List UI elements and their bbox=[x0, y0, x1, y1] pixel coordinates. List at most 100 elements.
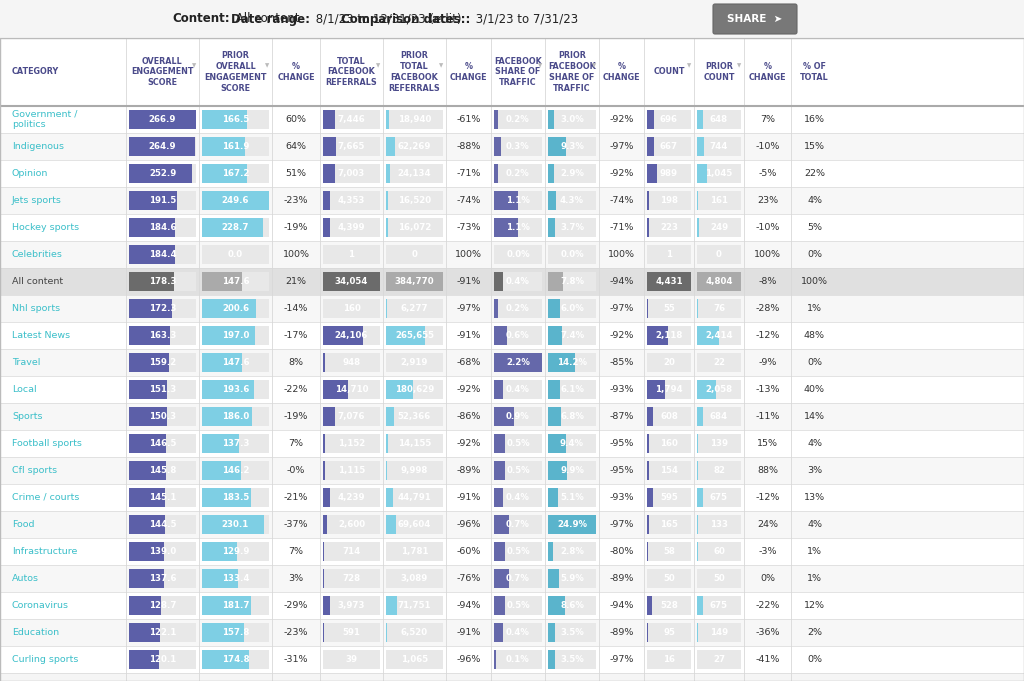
Text: -91%: -91% bbox=[457, 331, 480, 340]
Bar bbox=[386, 407, 443, 426]
Text: 264.9: 264.9 bbox=[148, 142, 176, 151]
Bar bbox=[202, 569, 269, 588]
Bar bbox=[697, 434, 698, 453]
Bar bbox=[494, 218, 542, 237]
Bar bbox=[548, 326, 562, 345]
Bar bbox=[386, 326, 425, 345]
Bar bbox=[202, 542, 269, 561]
Bar bbox=[494, 272, 542, 291]
Text: 9,998: 9,998 bbox=[400, 466, 428, 475]
Text: Content:: Content: bbox=[172, 12, 230, 25]
Bar bbox=[494, 137, 501, 156]
Bar bbox=[548, 191, 596, 210]
Bar bbox=[647, 218, 649, 237]
Text: -11%: -11% bbox=[756, 412, 779, 421]
Text: 0.5%: 0.5% bbox=[506, 439, 529, 448]
Bar bbox=[129, 299, 196, 318]
Text: TOTAL
FACEBOOK
REFERRALS: TOTAL FACEBOOK REFERRALS bbox=[326, 57, 378, 87]
Text: 3.7%: 3.7% bbox=[560, 223, 584, 232]
Bar bbox=[202, 596, 251, 615]
Bar bbox=[202, 164, 269, 183]
Text: -87%: -87% bbox=[609, 412, 634, 421]
Bar bbox=[0, 619, 1024, 646]
Bar bbox=[697, 218, 699, 237]
Bar bbox=[129, 272, 196, 291]
Bar bbox=[323, 407, 380, 426]
Text: 2,414: 2,414 bbox=[706, 331, 733, 340]
Text: -94%: -94% bbox=[609, 277, 634, 286]
Bar bbox=[494, 110, 542, 129]
Bar bbox=[647, 488, 691, 507]
Bar bbox=[647, 191, 649, 210]
Text: Opinion: Opinion bbox=[12, 169, 48, 178]
Text: -71%: -71% bbox=[457, 169, 480, 178]
Bar bbox=[647, 272, 691, 291]
Bar bbox=[0, 457, 1024, 484]
Bar bbox=[494, 542, 542, 561]
Text: -86%: -86% bbox=[457, 412, 480, 421]
Bar bbox=[202, 164, 247, 183]
Bar bbox=[386, 623, 443, 642]
Text: Autos: Autos bbox=[12, 574, 39, 583]
Bar bbox=[494, 650, 542, 669]
Bar bbox=[386, 515, 396, 534]
Bar bbox=[697, 380, 741, 399]
Bar bbox=[647, 218, 691, 237]
Text: -76%: -76% bbox=[457, 574, 480, 583]
Text: -97%: -97% bbox=[609, 304, 634, 313]
Text: ▼: ▼ bbox=[265, 63, 269, 69]
Bar bbox=[548, 164, 554, 183]
Text: Government /
politics: Government / politics bbox=[12, 110, 78, 129]
Bar bbox=[647, 515, 648, 534]
Text: 200.6: 200.6 bbox=[222, 304, 249, 313]
Bar bbox=[323, 326, 380, 345]
Text: Celebrities: Celebrities bbox=[12, 250, 62, 259]
Text: 5%: 5% bbox=[807, 223, 822, 232]
Text: -74%: -74% bbox=[609, 196, 634, 205]
Bar bbox=[697, 596, 741, 615]
Bar bbox=[647, 326, 668, 345]
Text: -9%: -9% bbox=[759, 358, 776, 367]
Text: 4%: 4% bbox=[807, 196, 822, 205]
Bar bbox=[548, 407, 596, 426]
Text: -23%: -23% bbox=[284, 196, 308, 205]
Text: 2,919: 2,919 bbox=[400, 358, 428, 367]
Text: 22%: 22% bbox=[804, 169, 825, 178]
Text: 2.8%: 2.8% bbox=[560, 547, 584, 556]
Text: -97%: -97% bbox=[457, 304, 480, 313]
Bar bbox=[129, 650, 196, 669]
Bar bbox=[386, 245, 443, 264]
Text: 160: 160 bbox=[660, 439, 678, 448]
Text: 1%: 1% bbox=[807, 547, 822, 556]
Bar bbox=[548, 650, 596, 669]
Text: 69,604: 69,604 bbox=[397, 520, 431, 529]
Text: 9.9%: 9.9% bbox=[560, 466, 584, 475]
Bar bbox=[129, 434, 166, 453]
Text: Crime / courts: Crime / courts bbox=[12, 493, 80, 502]
Bar bbox=[129, 488, 166, 507]
Bar bbox=[202, 488, 269, 507]
Text: 528: 528 bbox=[660, 601, 678, 610]
Bar bbox=[323, 623, 380, 642]
Text: CATEGORY: CATEGORY bbox=[12, 67, 59, 76]
Bar bbox=[548, 191, 556, 210]
Text: 146.5: 146.5 bbox=[148, 439, 176, 448]
Bar bbox=[548, 434, 566, 453]
Bar bbox=[129, 407, 167, 426]
Text: -93%: -93% bbox=[609, 493, 634, 502]
Text: 0%: 0% bbox=[760, 574, 775, 583]
Bar bbox=[0, 511, 1024, 538]
Bar bbox=[548, 488, 558, 507]
Bar bbox=[697, 191, 741, 210]
Text: 7%: 7% bbox=[760, 115, 775, 124]
Bar bbox=[548, 488, 596, 507]
Text: 265,655: 265,655 bbox=[395, 331, 434, 340]
Bar bbox=[548, 515, 596, 534]
Bar bbox=[697, 272, 741, 291]
Text: ▼: ▼ bbox=[736, 63, 741, 69]
Bar bbox=[386, 191, 443, 210]
Text: Date range:: Date range: bbox=[231, 12, 310, 25]
Text: 181.7: 181.7 bbox=[222, 601, 249, 610]
Bar bbox=[647, 434, 648, 453]
Text: -91%: -91% bbox=[457, 628, 480, 637]
